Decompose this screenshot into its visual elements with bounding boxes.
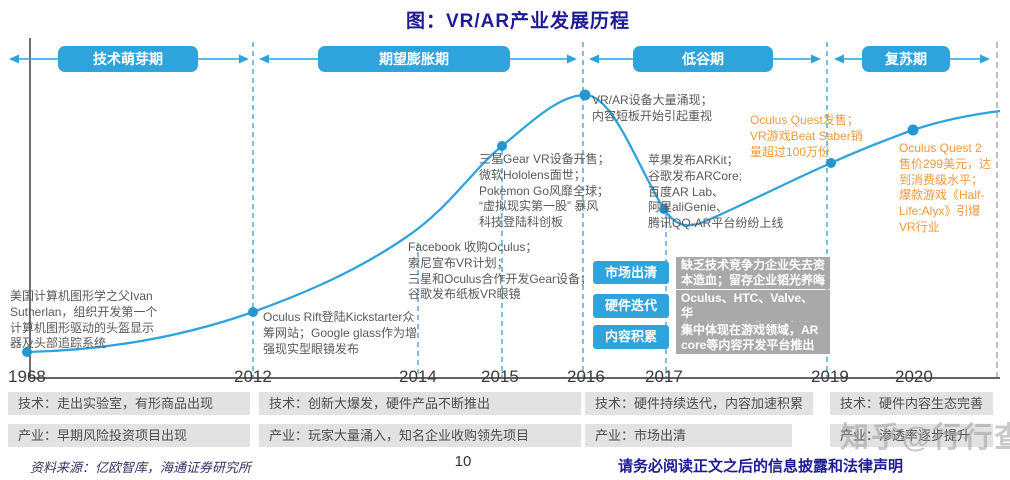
- trough-label-market-clearing: 市场出清: [593, 261, 669, 284]
- year-label-2014: 2014: [399, 367, 437, 386]
- point-2015: [497, 141, 507, 151]
- page-number: 10: [454, 453, 472, 470]
- footer-disclaimer: 请务必阅读正文之后的信息披露和法律声明: [618, 458, 904, 475]
- year-label-2019: 2019: [811, 367, 849, 386]
- summary-industry-col2: 产业：玩家大量涌入，知名企业收购领先项目: [259, 424, 581, 447]
- annotation-2015-gear-vr: 三星Gear VR设备开售； 微软Hololens面世； Pokemon Go风…: [479, 152, 610, 230]
- annotation-2019-oculus-quest: Oculus Quest发售； VR游戏Beat Saber销 量超过100万份: [750, 113, 863, 159]
- summary-industry-col1: 产业：早期风险投资项目出现: [8, 424, 250, 447]
- phase-box-inflated-expectations: 期望膨胀期: [318, 46, 510, 72]
- point-2012: [248, 307, 258, 317]
- annotation-1968-sutherland: 美国计算机图形学之父Ivan Sutherlan，组织开发第一个 计算机图形驱动…: [10, 289, 158, 351]
- year-label-2020: 2020: [895, 367, 933, 386]
- trough-desc-hardware-iteration: Oculus、HTC、Valve、华 为、微软等密集发布新品: [676, 290, 830, 335]
- phase-box-trough: 低谷期: [633, 46, 773, 72]
- trough-label-content-accumulation: 内容积累: [593, 325, 669, 349]
- annotation-2020-oculus-quest2: Oculus Quest 2 售价299美元，达 到消费级水平； 爆款游戏《Ha…: [899, 141, 992, 235]
- point-2016-peak: [579, 89, 591, 101]
- year-label-2016: 2016: [567, 367, 605, 386]
- annotation-2012-oculus-rift: Oculus Rift登陆Kickstarter众 筹网站；Google gla…: [263, 310, 418, 356]
- trough-label-hardware-iteration: 硬件迭代: [593, 294, 669, 318]
- point-2017-trough: [659, 204, 669, 214]
- phase-arrowheads: [9, 54, 990, 64]
- point-2019: [826, 158, 836, 168]
- phase-box-germination: 技术萌芽期: [58, 46, 198, 72]
- trough-desc-market-clearing: 缺乏技术竞争力企业失去资 本造血；留存企业韬光养晦: [676, 257, 830, 289]
- annotation-2014-facebook: Facebook 收购Oculus； 索尼宣布VR计划； 三星和Oculus合作…: [408, 240, 593, 302]
- phase-box-recovery: 复苏期: [862, 46, 950, 72]
- point-1968: [22, 347, 32, 357]
- trough-desc-content-accumulation: 集中体现在游戏领域，AR core等内容开发平台推出: [676, 322, 830, 354]
- year-label-2012: 2012: [234, 367, 272, 386]
- footer-source-note: 资料来源：亿欧智库，海通证券研究所: [30, 460, 252, 475]
- summary-industry-col4: 产业：渗透率逐步提升: [830, 424, 993, 447]
- summary-tech-col2: 技术：创新大爆发，硬件产品不断推出: [259, 392, 581, 415]
- annotation-2017-arkit: 苹果发布ARKit； 谷歌发布ARCore; 百度AR Lab、 阿里aliGe…: [648, 153, 784, 231]
- year-label-1968: 1968: [8, 367, 46, 386]
- curve-points: [22, 89, 919, 357]
- summary-tech-col3: 技术：硬件持续迭代，内容加速积累: [585, 392, 813, 415]
- summary-industry-col3: 产业：市场出清: [585, 424, 792, 447]
- year-label-2017: 2017: [645, 367, 683, 386]
- point-2020: [907, 124, 919, 136]
- annotation-2016-peak: VR/AR设备大量涌现； 内容短板开始引起重视: [592, 93, 713, 123]
- summary-tech-col4: 技术：硬件内容生态完善: [830, 392, 993, 415]
- year-label-2015: 2015: [481, 367, 519, 386]
- zhihu-watermark: 知乎@行行查: [840, 422, 1010, 454]
- summary-tech-col1: 技术：走出实验室，有形商品出现: [8, 392, 250, 415]
- page-title: 图：VR/AR产业发展历程: [405, 11, 631, 32]
